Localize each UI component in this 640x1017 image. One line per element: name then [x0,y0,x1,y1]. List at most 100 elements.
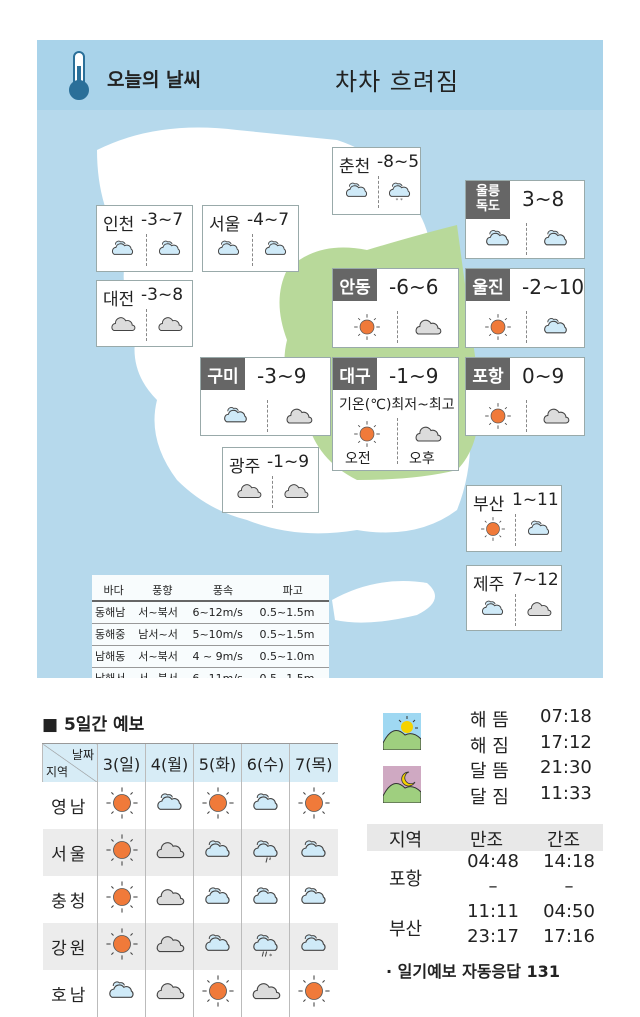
cloudy-icon [156,983,184,1000]
partly-cloudy-icon [223,407,247,423]
tide-high-time: 04:48 [467,851,519,872]
partly-cloudy-icon [204,840,230,857]
partly-cloudy-icon [204,934,230,951]
sunny-icon [353,314,380,340]
sea-cell: 0.5~1.5m [256,667,329,678]
city-card-4: 대전 -3~8 [96,280,193,347]
forecast-cell [241,781,290,829]
city-temp: -2~10 [522,275,585,299]
forecast-cell [241,828,290,876]
sea-header: 바다 [92,579,136,602]
forecast-day-header: 3(일) [97,743,146,782]
corner-region-label: 지역 [46,764,69,779]
am-pm-divider [515,594,516,626]
city-label: 구미 [201,358,245,390]
forecast-cell: * [241,922,290,970]
partly-cloudy-icon [486,230,509,246]
partly-cloudy-icon [544,318,567,334]
partly-cloudy-icon [204,887,230,904]
sea-cell: 6~11m/s [189,667,257,678]
five-day-forecast-table: 날짜 지역 3(일) 4(월) 5(화) 6(수) 7(목) 영남 서울 충청 강원 * 호남 [42,743,338,1017]
partly-cloudy-icon [252,793,278,810]
forecast-cell [97,875,146,923]
sea-cell: 서~북서 [135,645,190,668]
city-label: 안동 [333,269,377,301]
city-card-6: 광주 -1~9 [222,447,319,513]
am-pm-divider [271,476,273,508]
sun-moon-time: 07:18 [540,706,592,727]
sun-moon-label: 달 짐 [470,786,509,808]
tide-region: 부산 [389,919,423,940]
tide-high-time: – [488,876,498,897]
forecast-cell [145,875,194,923]
sea-cell: 0.5~1.5m [256,623,329,646]
sea-cell: 남서~서 [135,623,190,646]
forecast-cell [289,969,338,1017]
sea-cell: 0.5~1.0m [256,645,329,668]
forecast-hotline: · 일기예보 자동응답 131 [386,962,560,981]
sea-header: 풍속 [189,579,257,602]
sea-header: 풍향 [135,579,190,602]
city-card-9: 울릉독도 3~8 [465,180,585,259]
sunny-icon [298,787,330,819]
sea-cell: 동해중 [92,623,136,646]
city-temp: -1~9 [267,452,310,472]
sun-moon-label: 달 뜸 [470,761,509,782]
sun-moon-label: 해 뜸 [470,710,509,731]
forecast-region: 서울 [42,828,98,876]
sea-header: 파고 [256,579,329,602]
sea-cell: 남해동 [92,645,136,668]
rain-snow-icon: * [252,934,278,960]
partly-cloudy-icon [112,240,134,255]
am-pm-divider [396,418,398,464]
city-card-2: 인천 -3~7 [96,205,193,272]
cloudy-icon [111,317,136,331]
sun-moon-time: 11:33 [540,782,592,804]
moonrise-icon [383,766,421,803]
forecast-cell [193,781,242,829]
am-pm-divider [396,311,398,343]
sunny-icon [201,975,234,1007]
temp-legend: 기온(℃)최저~최고 [339,397,455,413]
forecast-row: 서울 [42,828,338,876]
city-label: 울진 [466,269,510,301]
forecast-title: ■ 5일간 예보 [42,715,145,735]
city-card-1: 춘천 -8~5 * * [332,147,421,215]
partly-cloudy-icon [528,520,550,535]
forecast-day-header: 6(수) [241,743,290,782]
city-temp: -6~6 [389,275,439,299]
forecast-cell [289,922,338,970]
am-pm-divider [515,514,516,546]
sunny-icon [298,975,330,1007]
sea-cell: 서~북서 [135,601,190,624]
forecast-cell [241,969,290,1017]
city-name: 대전 [103,290,135,310]
forecast-region: 호남 [51,985,89,1006]
partly-cloudy-icon [218,240,240,255]
header-band: 오늘의 날씨 차차 흐려짐 [37,40,603,110]
city-temp: 0~9 [522,364,565,388]
cloudy-icon [527,602,552,616]
cloudy-icon [156,889,184,906]
city-name: 춘천 [339,157,371,177]
cloudy-icon [415,319,442,335]
partly-cloudy-icon [301,840,326,857]
partly-cloudy-icon [158,240,180,255]
forecast-cell [193,969,242,1017]
am-pm-divider [526,400,527,432]
forecast-row: 호남 [43,969,338,1017]
sea-cell: 0.5~1.5m [256,601,329,624]
partly-cloudy-icon [252,887,278,904]
cloudy-icon [286,408,313,424]
cloudy-icon [237,484,262,498]
tide-header-cell: 간조 [547,830,581,851]
am-pm-divider [377,176,379,208]
city-card-11: 포항 0~9 [465,357,585,436]
partly-cloudy-icon [301,934,326,951]
forecast-day-header: 5(화) [193,743,242,782]
cloudy-icon [284,484,309,498]
sea-cell: 서~북서 [135,667,190,678]
city-temp: 7~12 [512,570,559,590]
sea-row: 동해중 남서~서 5~10m/s 0.5~1.5m [92,623,329,646]
tide-low-time: 17:16 [543,926,595,947]
